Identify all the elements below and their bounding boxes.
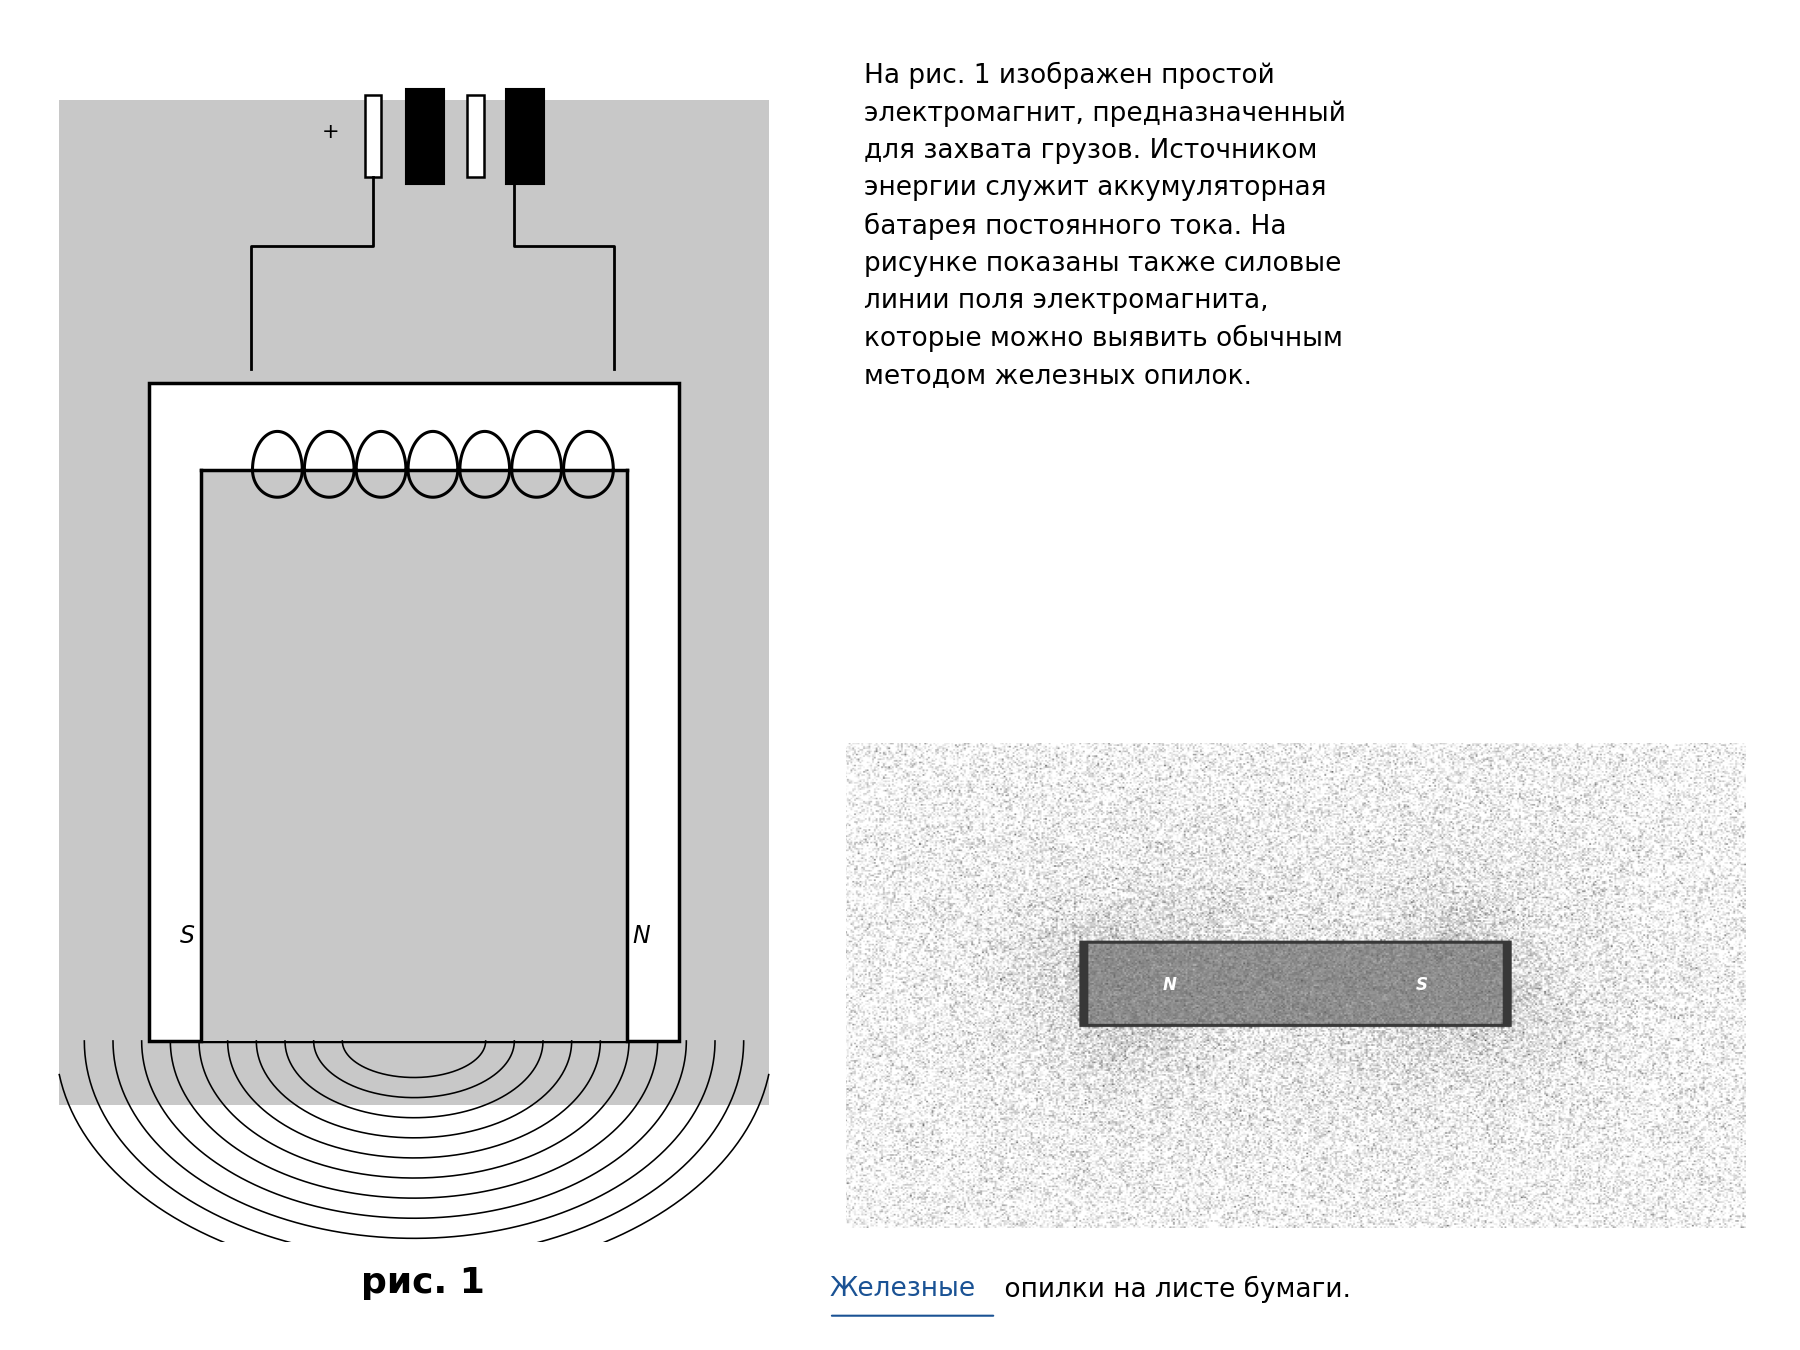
Text: рис. 1: рис. 1: [362, 1265, 484, 1300]
Text: опилки на листе бумаги.: опилки на листе бумаги.: [995, 1276, 1352, 1303]
Bar: [59, 100, 769, 1104]
Bar: [506, 89, 544, 184]
Bar: [365, 95, 382, 177]
Text: N: N: [1163, 976, 1177, 995]
Bar: [149, 383, 679, 1041]
Bar: [466, 95, 484, 177]
Text: Железные: Железные: [830, 1276, 976, 1303]
Text: −: −: [526, 122, 544, 142]
Text: +: +: [322, 122, 340, 142]
Text: S: S: [1417, 976, 1427, 995]
Text: На рис. 1 изображен простой
электромагнит, предназначенный
для захвата грузов. И: На рис. 1 изображен простой электромагни…: [864, 62, 1346, 389]
Text: S: S: [180, 923, 194, 948]
Bar: [202, 470, 626, 1041]
Text: N: N: [632, 923, 650, 948]
Bar: [407, 89, 445, 184]
